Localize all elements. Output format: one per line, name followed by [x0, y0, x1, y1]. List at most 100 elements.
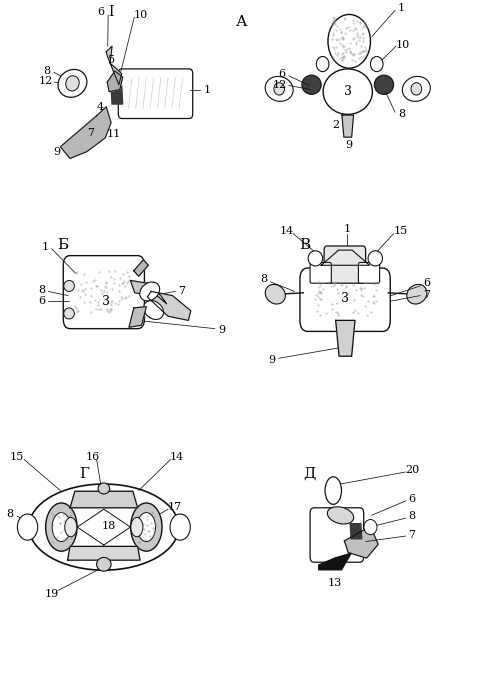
Ellipse shape	[265, 285, 285, 304]
Text: 8: 8	[43, 66, 50, 76]
Text: 16: 16	[86, 452, 100, 462]
Text: 5: 5	[109, 55, 115, 65]
Ellipse shape	[64, 308, 74, 319]
Polygon shape	[107, 71, 123, 92]
Ellipse shape	[370, 56, 383, 72]
Text: 10: 10	[134, 10, 148, 20]
FancyBboxPatch shape	[63, 256, 144, 329]
Text: Г: Г	[80, 467, 89, 481]
Text: 6: 6	[409, 494, 415, 504]
FancyBboxPatch shape	[324, 246, 366, 283]
Text: 7: 7	[87, 128, 94, 138]
Text: Д: Д	[303, 467, 315, 481]
Ellipse shape	[402, 76, 430, 101]
Ellipse shape	[411, 83, 422, 95]
Ellipse shape	[407, 285, 427, 304]
Text: 3: 3	[344, 85, 352, 98]
Polygon shape	[70, 491, 138, 508]
Polygon shape	[129, 307, 146, 327]
Ellipse shape	[29, 484, 179, 570]
Polygon shape	[147, 283, 167, 304]
Text: 1: 1	[398, 3, 404, 13]
Polygon shape	[350, 524, 362, 539]
Ellipse shape	[17, 514, 38, 540]
Text: А: А	[236, 15, 247, 29]
Text: 3: 3	[102, 295, 110, 307]
Text: 7: 7	[424, 290, 430, 300]
FancyBboxPatch shape	[358, 263, 380, 283]
FancyBboxPatch shape	[310, 508, 364, 562]
Text: 19: 19	[45, 589, 59, 599]
Text: 8: 8	[6, 509, 13, 519]
Text: 15: 15	[10, 452, 24, 462]
Ellipse shape	[323, 69, 372, 114]
Text: 8: 8	[261, 274, 268, 284]
Ellipse shape	[143, 300, 164, 320]
Text: 12: 12	[273, 80, 287, 90]
Ellipse shape	[58, 70, 87, 97]
Text: 8: 8	[398, 109, 405, 119]
Text: 7: 7	[409, 530, 415, 539]
Text: 17: 17	[168, 502, 182, 512]
Text: 9: 9	[269, 356, 275, 365]
Text: В: В	[298, 238, 310, 251]
Text: 1: 1	[204, 85, 211, 94]
Text: 6: 6	[97, 8, 104, 17]
Text: 8: 8	[409, 511, 415, 521]
Ellipse shape	[316, 56, 329, 72]
Polygon shape	[68, 546, 140, 560]
Text: 7: 7	[179, 286, 185, 296]
Polygon shape	[130, 280, 152, 296]
Ellipse shape	[302, 75, 321, 94]
Polygon shape	[321, 250, 369, 265]
Polygon shape	[134, 260, 148, 276]
Text: 15: 15	[393, 226, 408, 236]
Polygon shape	[106, 46, 122, 85]
Text: 6: 6	[279, 70, 285, 79]
Polygon shape	[60, 107, 111, 158]
Text: 9: 9	[346, 140, 353, 150]
Ellipse shape	[137, 513, 156, 542]
Ellipse shape	[364, 520, 377, 535]
FancyBboxPatch shape	[300, 268, 390, 331]
Ellipse shape	[97, 557, 111, 571]
Polygon shape	[344, 526, 378, 558]
Ellipse shape	[328, 14, 370, 68]
Text: 1: 1	[42, 242, 48, 251]
Text: 18: 18	[101, 521, 116, 531]
Polygon shape	[319, 553, 351, 570]
Ellipse shape	[98, 483, 110, 494]
Text: 6: 6	[39, 296, 45, 306]
FancyBboxPatch shape	[310, 263, 331, 283]
Text: I: I	[108, 5, 114, 19]
Polygon shape	[111, 86, 123, 104]
FancyBboxPatch shape	[118, 69, 193, 119]
Text: 4: 4	[97, 102, 104, 112]
Text: 1: 1	[344, 224, 351, 234]
Ellipse shape	[65, 517, 77, 537]
Text: Б: Б	[57, 238, 69, 251]
Ellipse shape	[52, 513, 71, 542]
Ellipse shape	[66, 76, 79, 91]
Text: 10: 10	[396, 40, 410, 50]
Polygon shape	[336, 320, 355, 356]
Text: 12: 12	[38, 76, 53, 86]
Text: 14: 14	[170, 452, 185, 462]
Polygon shape	[342, 115, 354, 137]
Text: 8: 8	[39, 285, 45, 295]
Ellipse shape	[131, 517, 143, 537]
Ellipse shape	[327, 507, 354, 524]
Ellipse shape	[265, 76, 293, 101]
Ellipse shape	[170, 514, 190, 540]
Ellipse shape	[130, 503, 162, 551]
Text: II: II	[344, 0, 355, 2]
Ellipse shape	[46, 503, 77, 551]
Text: 2: 2	[332, 121, 339, 130]
Ellipse shape	[274, 83, 284, 95]
Text: 9: 9	[54, 147, 60, 156]
Text: 13: 13	[327, 578, 342, 588]
Text: 6: 6	[424, 278, 430, 288]
Ellipse shape	[368, 251, 383, 266]
Text: 11: 11	[107, 130, 121, 139]
Ellipse shape	[325, 477, 341, 504]
